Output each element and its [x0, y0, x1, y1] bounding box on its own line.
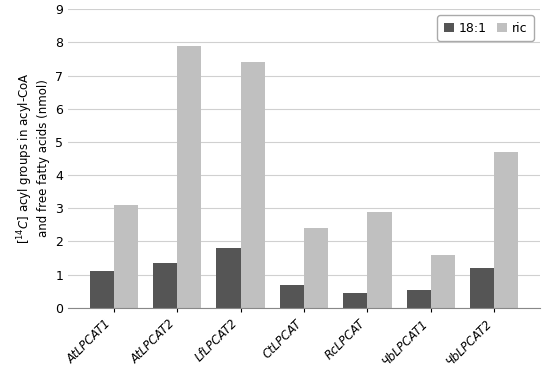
Bar [343, 293, 367, 308]
Bar [494, 152, 518, 308]
Y-axis label: $[^{14}C]$ acyl groups in acyl-CoA
and free fatty acids (nmol): $[^{14}C]$ acyl groups in acyl-CoA and f… [15, 73, 50, 244]
Bar [407, 289, 431, 308]
Bar [367, 212, 392, 308]
Bar [153, 263, 177, 308]
Bar [217, 248, 240, 308]
Bar [280, 285, 304, 308]
Bar [304, 228, 328, 308]
Bar [431, 255, 455, 308]
Bar [240, 62, 264, 308]
Legend: 18:1, ric: 18:1, ric [437, 15, 534, 41]
Bar [177, 46, 201, 308]
Bar [114, 205, 138, 308]
Bar [470, 268, 494, 308]
Bar [90, 271, 114, 308]
